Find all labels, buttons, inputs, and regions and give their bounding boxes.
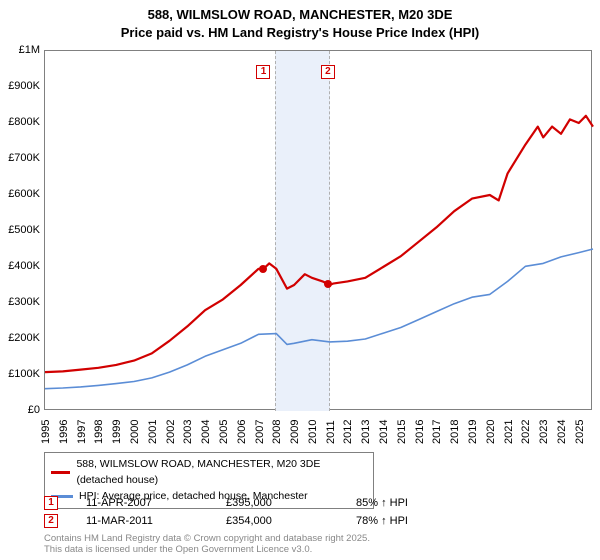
xtick-label: 2006 (236, 420, 248, 444)
ytick-label: £700K (0, 152, 40, 164)
sale-marker-box: 1 (256, 65, 270, 79)
footer: Contains HM Land Registry data © Crown c… (44, 534, 370, 556)
sale-date: 11-APR-2007 (86, 497, 226, 509)
xtick-label: 2024 (556, 420, 568, 444)
sale-price: £395,000 (226, 497, 356, 509)
xtick-label: 2002 (165, 420, 177, 444)
xtick-label: 2007 (254, 420, 266, 444)
xtick-label: 1996 (58, 420, 70, 444)
title-line2: Price paid vs. HM Land Registry's House … (0, 24, 600, 42)
sale-point (259, 265, 267, 273)
xtick-label: 2023 (538, 420, 550, 444)
xtick-label: 2022 (520, 420, 532, 444)
ytick-label: £500K (0, 224, 40, 236)
xtick-label: 2014 (378, 420, 390, 444)
xtick-label: 2017 (431, 420, 443, 444)
xtick-label: 2020 (485, 420, 497, 444)
ytick-label: £300K (0, 296, 40, 308)
xtick-label: 2011 (325, 420, 337, 444)
sales-table: 1 11-APR-2007£395,00085% ↑ HPI 2 11-MAR-201… (44, 494, 456, 530)
sale-date: 11-MAR-2011 (86, 515, 226, 527)
xtick-label: 1999 (111, 420, 123, 444)
xtick-label: 2025 (574, 420, 586, 444)
xtick-label: 2000 (129, 420, 141, 444)
sale-marker-box: 2 (321, 65, 335, 79)
sale-marker-inline: 1 (44, 496, 58, 510)
xtick-label: 2012 (342, 420, 354, 444)
sale-pct-hpi: 85% ↑ HPI (356, 497, 456, 509)
sale-pct-hpi: 78% ↑ HPI (356, 515, 456, 527)
xtick-label: 1995 (40, 420, 52, 444)
ytick-label: £200K (0, 332, 40, 344)
xtick-label: 2001 (147, 420, 159, 444)
xtick-label: 2019 (467, 420, 479, 444)
sale-price: £354,000 (226, 515, 356, 527)
sale-point (324, 280, 332, 288)
xtick-label: 2018 (449, 420, 461, 444)
footer-line2: This data is licensed under the Open Gov… (44, 545, 370, 556)
chart-title: 588, WILMSLOW ROAD, MANCHESTER, M20 3DE … (0, 0, 600, 41)
ytick-label: £400K (0, 260, 40, 272)
line-chart-svg (45, 51, 593, 411)
xtick-label: 2016 (414, 420, 426, 444)
sales-table-row: 2 11-MAR-2011£354,00078% ↑ HPI (44, 512, 456, 530)
xtick-label: 2010 (307, 420, 319, 444)
xtick-label: 1997 (76, 420, 88, 444)
plot-area: 12 (44, 50, 592, 410)
xtick-label: 2013 (360, 420, 372, 444)
xtick-label: 2003 (182, 420, 194, 444)
xtick-label: 2005 (218, 420, 230, 444)
series-line (45, 116, 593, 372)
series-line (45, 249, 593, 389)
xtick-label: 2004 (200, 420, 212, 444)
title-line1: 588, WILMSLOW ROAD, MANCHESTER, M20 3DE (0, 6, 600, 24)
xtick-label: 2015 (396, 420, 408, 444)
ytick-label: £0 (0, 404, 40, 416)
xtick-label: 2008 (271, 420, 283, 444)
sale-marker-inline: 2 (44, 514, 58, 528)
sales-table-row: 1 11-APR-2007£395,00085% ↑ HPI (44, 494, 456, 512)
xtick-label: 2021 (503, 420, 515, 444)
ytick-label: £600K (0, 188, 40, 200)
xtick-label: 1998 (93, 420, 105, 444)
ytick-label: £1M (0, 44, 40, 56)
ytick-label: £900K (0, 80, 40, 92)
legend-swatch (51, 471, 70, 474)
plot-wrap: 12 (44, 50, 592, 410)
xtick-label: 2009 (289, 420, 301, 444)
legend-row: 588, WILMSLOW ROAD, MANCHESTER, M20 3DE … (51, 457, 367, 489)
ytick-label: £800K (0, 116, 40, 128)
legend-label: 588, WILMSLOW ROAD, MANCHESTER, M20 3DE … (76, 457, 367, 489)
ytick-label: £100K (0, 368, 40, 380)
